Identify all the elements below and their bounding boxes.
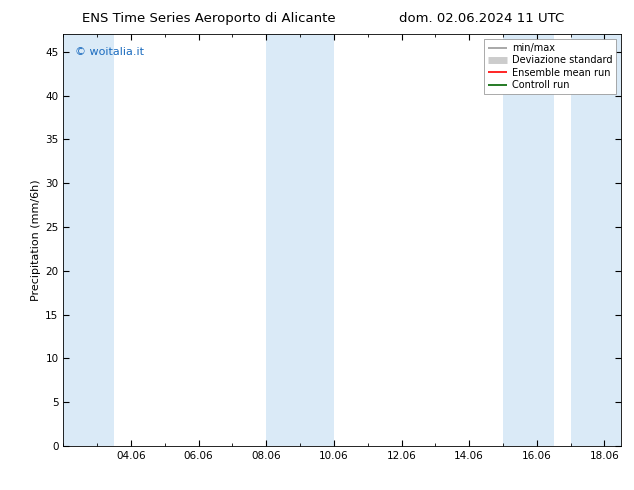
Bar [63,34,114,446]
Bar [571,34,621,446]
Text: © woitalia.it: © woitalia.it [75,47,143,57]
Y-axis label: Precipitation (mm/6h): Precipitation (mm/6h) [31,179,41,301]
Text: dom. 02.06.2024 11 UTC: dom. 02.06.2024 11 UTC [399,12,565,25]
Bar [503,34,553,446]
Text: ENS Time Series Aeroporto di Alicante: ENS Time Series Aeroporto di Alicante [82,12,336,25]
Legend: min/max, Deviazione standard, Ensemble mean run, Controll run: min/max, Deviazione standard, Ensemble m… [484,39,616,94]
Bar [266,34,334,446]
